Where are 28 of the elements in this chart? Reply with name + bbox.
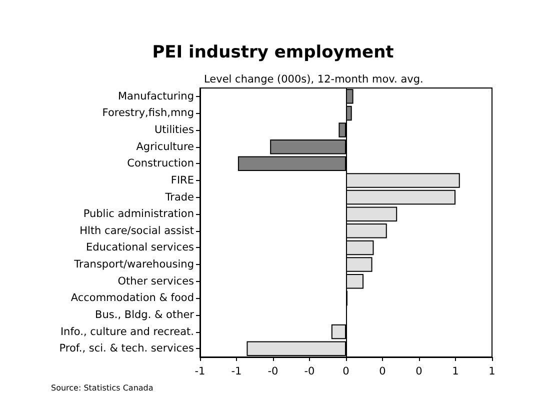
x-tick-label: -1: [194, 366, 206, 378]
y-tick-label: Trade: [164, 191, 194, 204]
y-tick-label: Agriculture: [136, 140, 194, 153]
chart-subtitle: Level change (000s), 12-month mov. avg.: [204, 74, 424, 86]
x-tick-label: 0: [416, 366, 422, 378]
x-tick-label: 1: [488, 366, 496, 378]
x-tick-label: 0: [379, 366, 386, 378]
y-tick-label: FIRE: [170, 174, 194, 186]
y-tick-label: Educational services: [86, 242, 194, 254]
y-tick-label: Transport/warehousing: [73, 258, 194, 271]
y-tick-label: Bus., Bldg. & other: [95, 308, 195, 321]
y-tick-label: Manufacturing: [118, 90, 194, 102]
x-tick-label: 1: [452, 366, 459, 378]
y-tick-label: Construction: [127, 158, 194, 170]
y-tick-label: Forestry,fish,mng: [102, 107, 194, 120]
y-tick-label: Hlth care/social assist: [80, 224, 194, 237]
x-tick-label: 0: [342, 366, 350, 378]
x-tick-label: -0: [304, 366, 315, 378]
source-note: Source: Statistics Canada: [51, 384, 154, 392]
x-tick-label: -0: [268, 366, 278, 378]
chart-title: PEI industry employment: [152, 42, 394, 62]
x-tick-label: -1: [231, 366, 242, 378]
y-tick-label: Utilities: [154, 124, 194, 136]
y-tick-label: Accommodation & food: [70, 292, 194, 304]
y-tick-label: Public administration: [83, 208, 194, 220]
y-tick-label: Prof., sci. & tech. services: [59, 342, 194, 355]
y-tick-label: Other services: [118, 275, 194, 288]
y-tick-label: Info., culture and recreat.: [60, 326, 194, 338]
